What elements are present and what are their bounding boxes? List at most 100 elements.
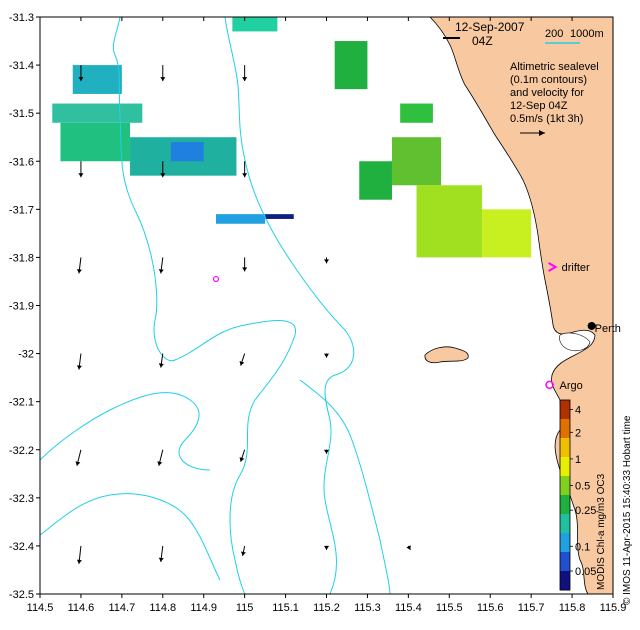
legend-arrow <box>520 130 545 136</box>
velocity-arrow <box>324 257 329 264</box>
legend-line-2: (0.1m contours) <box>510 74 587 86</box>
chl-patch <box>215 214 266 224</box>
x-tick-label: 114.5 <box>27 602 54 614</box>
arrow-head <box>76 365 82 370</box>
legend-line-4: 12-Sep 04Z <box>510 100 568 112</box>
x-tick-label: 115.4 <box>395 602 422 614</box>
drifter-marker <box>548 262 558 272</box>
velocity-arrow <box>242 257 248 272</box>
colorbar: 4 2 1 0.5 0.25 0.1 0.05 <box>559 399 596 591</box>
x-tick-label: 114.7 <box>108 602 135 614</box>
x-tick-label: 114.8 <box>149 602 176 614</box>
velocity-arrow <box>78 161 84 178</box>
colorbar-tick-label: 1 <box>575 454 581 466</box>
contour-line <box>39 493 221 581</box>
contour-line <box>112 16 296 595</box>
y-tick-label: -31.7 <box>9 204 34 216</box>
colorbar-title: MODIS Chl-a mg/m3 OC3 <box>596 473 607 590</box>
arrow-head <box>242 267 248 272</box>
y-tick-label: -31.6 <box>9 156 34 168</box>
chl-patch <box>334 41 368 90</box>
arrow-head <box>324 449 329 454</box>
arrow-head <box>158 557 164 562</box>
arrow-head <box>406 545 411 550</box>
y-tick-label: -32.5 <box>9 589 34 601</box>
chl-patch <box>391 137 442 186</box>
y-tick-label: -32.1 <box>9 397 34 409</box>
legend-line-3: and velocity for <box>510 87 584 99</box>
date-label: 12-Sep-2007 <box>455 20 525 34</box>
velocity-arrow <box>240 545 246 557</box>
chl-patch <box>482 209 532 258</box>
velocity-arrow <box>75 449 82 466</box>
x-axis: 114.5 114.6 114.7 114.8 114.9 115 115.1 115.2 11… <box>27 17 626 614</box>
arrow-head <box>78 77 84 82</box>
x-tick-label: 115.5 <box>436 602 463 614</box>
arrow-head <box>76 559 82 564</box>
arrow-head <box>242 77 248 82</box>
velocity-arrow <box>158 545 164 562</box>
arrow-head <box>324 259 329 264</box>
velocity-arrow <box>242 161 248 178</box>
colorbar-tick-label: 0.5 <box>575 481 590 493</box>
time-label: 04Z <box>472 34 493 48</box>
velocity-arrow <box>239 449 246 462</box>
velocity-arrows <box>75 65 411 564</box>
x-tick-label: 115.6 <box>477 602 504 614</box>
chl-patch <box>60 122 131 162</box>
colorbar-segment <box>560 438 570 458</box>
colorbar-tick-label: 4 <box>575 405 581 417</box>
chl-patch <box>52 103 143 123</box>
scale-label-a: 200 <box>545 28 563 40</box>
arrow-head <box>78 173 84 178</box>
legend-line-1: Altimetric sealevel <box>510 61 599 73</box>
contour-line <box>39 392 211 471</box>
scale-label-b: 1000m <box>570 28 604 40</box>
x-tick-label: 115.1 <box>272 602 299 614</box>
arrow-head <box>158 363 164 368</box>
velocity-arrow <box>242 65 248 82</box>
float-marker <box>212 275 220 283</box>
x-tick-label: 115.8 <box>559 602 586 614</box>
arrow-head <box>324 545 329 550</box>
colorbar-segment <box>560 571 570 591</box>
y-tick-label: -32.4 <box>9 541 34 553</box>
y-tick-label: -32 <box>18 349 34 361</box>
velocity-arrow <box>76 545 82 564</box>
x-tick-label: 114.9 <box>190 602 217 614</box>
chl-patch <box>359 161 392 200</box>
colorbar-segment <box>560 400 570 420</box>
arrow-head <box>242 173 248 178</box>
colorbar-tick-label: 0.1 <box>575 541 590 553</box>
velocity-arrow <box>324 545 329 550</box>
x-tick-label: 115.7 <box>518 602 545 614</box>
x-tick-label: 115.3 <box>354 602 381 614</box>
colorbar-tick-label: 0.05 <box>575 566 596 578</box>
chl-patch <box>170 142 204 162</box>
colorbar-tick-label: 2 <box>575 427 581 439</box>
y-tick-label: -31.4 <box>9 60 34 72</box>
argo-label: Argo <box>560 380 583 392</box>
velocity-arrow <box>76 257 82 274</box>
chl-patch <box>265 214 294 219</box>
arrow-head <box>160 173 166 178</box>
y-tick-label: -31.3 <box>9 12 34 24</box>
argo-marker <box>545 380 554 390</box>
y-tick-label: -32.2 <box>9 445 34 457</box>
velocity-arrow <box>160 161 166 178</box>
arrow-head <box>160 77 166 82</box>
arrow-head <box>240 551 246 556</box>
y-axis: -31.3 -31.4 -31.5 -31.6 -31.7 -31.8 -31.9 -32 -3… <box>9 12 40 601</box>
velocity-arrow <box>158 257 164 274</box>
arrow-head <box>239 457 245 462</box>
contour-line <box>224 16 355 595</box>
y-tick-label: -32.3 <box>9 493 34 505</box>
colorbar-segment <box>560 419 570 439</box>
colorbar-segment <box>560 552 570 572</box>
rottnest-island <box>424 346 469 364</box>
drifter-label: drifter <box>562 262 590 274</box>
credit-text: © IMOS 11-Apr-2015 15:40:33 Hobart time <box>622 415 633 605</box>
contour-line <box>299 379 391 595</box>
colorbar-segment <box>560 476 570 496</box>
